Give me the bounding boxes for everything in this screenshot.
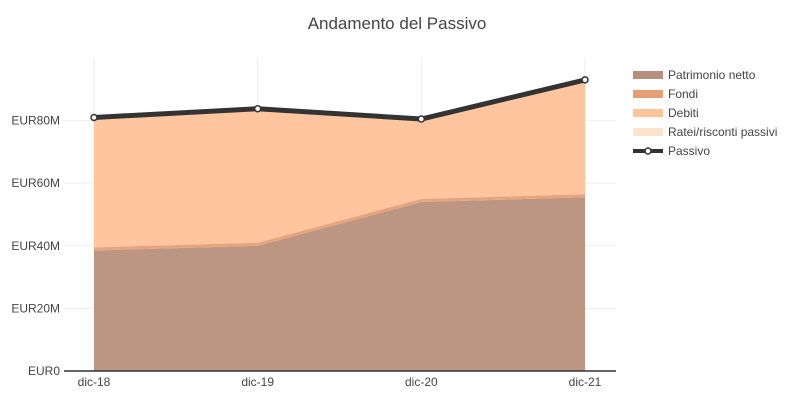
legend-item-debiti[interactable]: Debiti — [633, 106, 699, 120]
legend-item-fondi[interactable]: Fondi — [633, 87, 698, 101]
legend-marker — [644, 147, 652, 155]
legend-label: Debiti — [668, 106, 699, 120]
area-debiti[interactable] — [94, 81, 585, 248]
y-tick-label: EUR20M — [11, 301, 60, 315]
axes: EUR0 EUR20M EUR40M EUR60M EUR80M dic-18 dic-19… — [11, 114, 616, 389]
legend-swatch — [633, 71, 663, 79]
passivo-point[interactable] — [253, 104, 262, 113]
legend-swatch — [633, 90, 663, 98]
legend-label: Patrimonio netto — [668, 68, 756, 82]
x-tick-label: dic-18 — [78, 375, 111, 389]
passivo-point[interactable] — [581, 76, 589, 84]
line-series — [90, 76, 589, 123]
legend-item-patrimonio-netto[interactable]: Patrimonio netto — [633, 68, 756, 82]
legend-swatch — [633, 109, 663, 117]
area-series — [94, 81, 585, 371]
area-patrimonio-netto[interactable] — [94, 197, 585, 371]
legend-item-ratei-risconti-passivi[interactable]: Ratei/risconti passivi — [633, 125, 777, 139]
y-tick-label: EUR0 — [28, 364, 60, 378]
passivo-point[interactable] — [417, 115, 426, 123]
legend-label: Passivo — [668, 144, 710, 158]
legend-item-passivo[interactable]: Passivo — [633, 144, 710, 158]
legend-swatch — [633, 128, 663, 136]
legend-label: Ratei/risconti passivi — [668, 125, 777, 139]
x-tick-label: dic-19 — [241, 375, 274, 389]
y-tick-label: EUR60M — [11, 176, 60, 190]
chart-title: Andamento del Passivo — [308, 14, 487, 33]
y-tick-label: EUR40M — [11, 239, 60, 253]
legend-label: Fondi — [668, 87, 698, 101]
x-tick-label: dic-21 — [569, 375, 602, 389]
line-passivo[interactable] — [93, 77, 586, 122]
legend[interactable]: Patrimonio netto Fondi Debiti Ratei/riscont… — [633, 68, 777, 158]
area-fondi[interactable] — [94, 194, 585, 251]
passivo-point[interactable] — [90, 113, 98, 122]
y-tick-label: EUR80M — [11, 114, 60, 128]
x-tick-label: dic-20 — [405, 375, 438, 389]
